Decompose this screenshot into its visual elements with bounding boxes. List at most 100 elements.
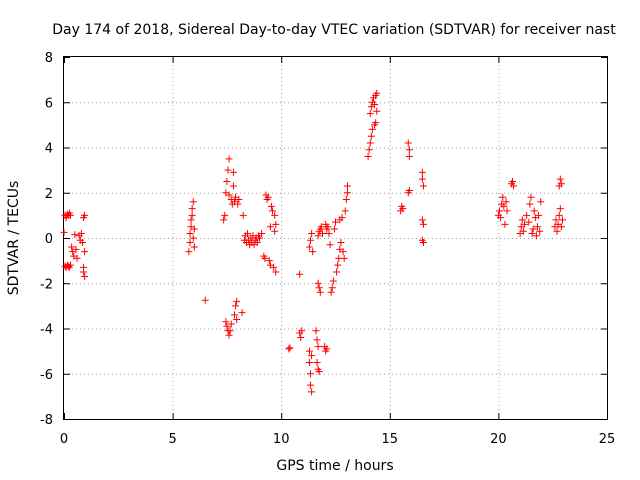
data-point [190,225,198,233]
data-point [307,381,315,389]
data-point [315,284,323,292]
data-point [557,180,565,188]
data-point [317,223,325,231]
data-point [536,227,544,235]
data-point [315,367,323,375]
data-point [371,101,379,109]
data-point [60,228,68,236]
data-point [520,220,528,228]
data-point [527,193,535,201]
data-point [261,254,269,262]
data-point [405,153,413,161]
data-point [339,248,347,256]
data-point [305,358,313,366]
data-point [341,207,349,215]
data-point [186,239,194,247]
data-point [313,336,321,344]
data-point [308,388,316,396]
data-point [231,311,239,319]
data-point [333,268,341,276]
data-point [526,200,534,208]
data-point [244,229,252,237]
data-point [239,211,247,219]
data-point [68,243,76,251]
data-point [253,239,261,247]
data-point [373,89,381,97]
data-point [308,229,316,237]
data-point [80,268,88,276]
data-point [234,200,242,208]
data-point [316,288,324,296]
data-point [238,309,246,317]
data-point [405,186,413,194]
data-point [305,347,313,355]
x-axis-label: GPS time / hours [276,458,393,474]
data-point [270,263,278,271]
data-point [366,110,374,118]
data-point [188,211,196,219]
data-point [529,225,537,233]
data-point [419,220,427,228]
data-point [187,216,195,224]
data-point [285,345,293,353]
data-point [495,207,503,215]
data-point [258,229,266,237]
data-point [419,182,427,190]
data-point [308,352,316,360]
y-tick-label: -8 [40,413,53,428]
data-point [314,343,322,351]
data-point [365,146,373,154]
data-point [328,284,336,292]
data-point [190,243,198,251]
x-tick-label: 0 [60,432,68,447]
data-point [186,229,194,237]
data-point [223,322,231,330]
data-point [329,277,337,285]
data-point [337,239,345,247]
data-point [525,218,533,226]
y-tick-labels: -8 -6 -4 -2 0 2 4 6 8 [40,51,53,428]
data-point [222,318,230,326]
data-point [557,223,565,231]
data-point [366,139,374,147]
data-point [269,207,277,215]
data-point [343,182,351,190]
data-point [419,239,427,247]
x-tick-label: 25 [599,432,616,447]
data-point [509,177,517,185]
data-point [556,205,564,213]
data-point [189,198,197,206]
data-point [223,177,231,185]
data-point [518,216,526,224]
data-point [332,218,339,226]
data-point [307,236,315,244]
data-point [272,220,280,228]
data-point [221,211,229,219]
data-point [523,211,531,219]
y-tick-label: -6 [40,368,53,383]
data-point [325,229,333,237]
data-point [185,248,193,256]
data-point [255,234,263,242]
data-point [338,214,346,222]
y-tick-label: 8 [45,51,53,66]
data-point [519,227,527,235]
x-tick-label: 15 [382,432,399,447]
data-point [67,211,75,219]
x-tick-label: 20 [490,432,507,447]
data-point [267,202,275,210]
data-point [225,191,233,199]
data-point [67,261,75,269]
data-point [297,334,305,342]
data-point [224,166,232,174]
data-point [552,216,560,224]
data-point [340,254,348,262]
data-point [418,175,426,183]
data-point [314,232,322,240]
data-point [502,198,510,206]
data-point [264,193,272,201]
data-point [271,227,279,235]
data-point [298,327,306,335]
data-point [312,327,320,335]
data-point [309,248,317,256]
